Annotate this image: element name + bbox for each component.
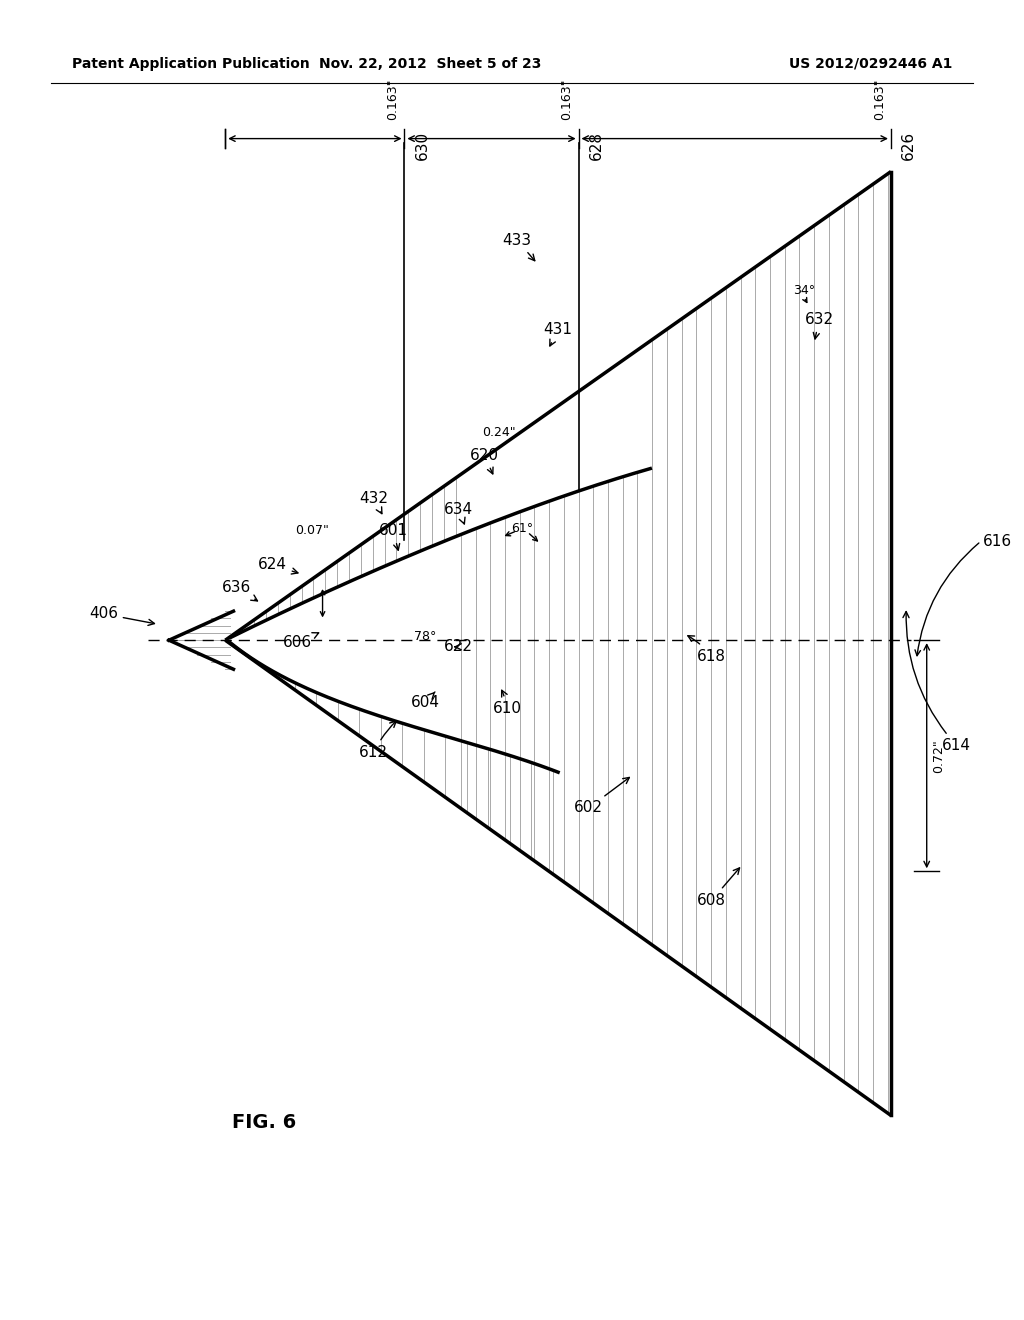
Text: 632: 632 — [805, 312, 834, 339]
Text: 0.163": 0.163" — [872, 79, 886, 120]
Text: 0.72": 0.72" — [932, 739, 945, 772]
Text: 630: 630 — [415, 131, 430, 160]
Text: 406: 406 — [89, 606, 155, 626]
Text: 622: 622 — [444, 639, 473, 655]
Text: 608: 608 — [697, 867, 739, 908]
Text: 601: 601 — [379, 523, 408, 550]
Text: 636: 636 — [221, 579, 257, 601]
Text: 602: 602 — [574, 777, 630, 816]
Text: Patent Application Publication: Patent Application Publication — [72, 57, 309, 71]
Text: 620: 620 — [470, 447, 499, 474]
Text: 604: 604 — [411, 692, 439, 710]
Text: 78°: 78° — [414, 630, 436, 643]
Text: 606: 606 — [284, 632, 318, 651]
Text: 0.163": 0.163" — [386, 79, 399, 120]
Text: FIG. 6: FIG. 6 — [232, 1113, 296, 1131]
Text: US 2012/0292446 A1: US 2012/0292446 A1 — [788, 57, 952, 71]
Text: 432: 432 — [359, 491, 388, 513]
Text: 610: 610 — [493, 690, 521, 717]
Text: 616: 616 — [983, 533, 1012, 549]
Text: 612: 612 — [359, 721, 396, 760]
Text: Nov. 22, 2012  Sheet 5 of 23: Nov. 22, 2012 Sheet 5 of 23 — [318, 57, 542, 71]
Text: 34°: 34° — [793, 284, 815, 297]
Text: 61°: 61° — [511, 521, 534, 535]
Text: 0.163": 0.163" — [560, 79, 573, 120]
Text: 614: 614 — [903, 611, 971, 754]
Text: 624: 624 — [258, 557, 298, 574]
Text: 618: 618 — [688, 636, 726, 664]
Text: 626: 626 — [901, 131, 916, 160]
Text: 0.07": 0.07" — [295, 524, 330, 537]
Text: 634: 634 — [444, 502, 473, 524]
Text: 628: 628 — [589, 131, 604, 160]
Text: 0.24": 0.24" — [482, 426, 515, 440]
Text: 431: 431 — [544, 322, 572, 346]
Text: 433: 433 — [503, 232, 535, 261]
